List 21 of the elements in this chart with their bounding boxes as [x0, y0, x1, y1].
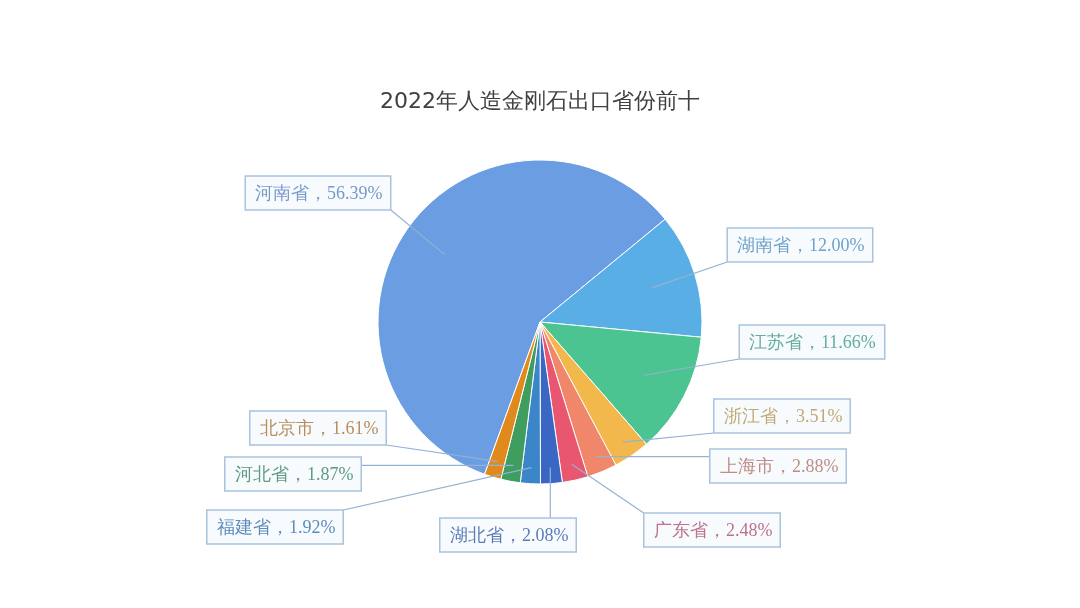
data-label: ，2.08% — [504, 525, 569, 545]
slice-label: 福建省 — [217, 517, 271, 537]
data-label: ，1.61% — [314, 418, 379, 438]
slice-label: 湖北省 — [450, 525, 504, 545]
slice-label: 广东省 — [654, 520, 708, 540]
data-label: ，1.87% — [289, 464, 354, 484]
slice-label: 浙江省 — [724, 406, 778, 426]
slice-label: 河北省 — [235, 464, 289, 484]
slice-label: 北京市 — [260, 418, 314, 438]
slice-label: 上海市 — [720, 456, 774, 476]
slice-label: 江苏省 — [749, 332, 803, 352]
data-label: ，3.51% — [778, 406, 843, 426]
data-label: ，12.00% — [791, 235, 865, 255]
data-label: ，2.48% — [708, 520, 773, 540]
slice-label: 河南省 — [255, 183, 309, 203]
data-label: ，56.39% — [309, 183, 383, 203]
slice-label: 湖南省 — [737, 235, 791, 255]
data-label: ，2.88% — [774, 456, 839, 476]
chart-title: 2022年人造金刚石出口省份前十 — [380, 87, 700, 113]
data-label: ，11.66% — [803, 332, 876, 352]
data-label: ，1.92% — [271, 517, 336, 537]
